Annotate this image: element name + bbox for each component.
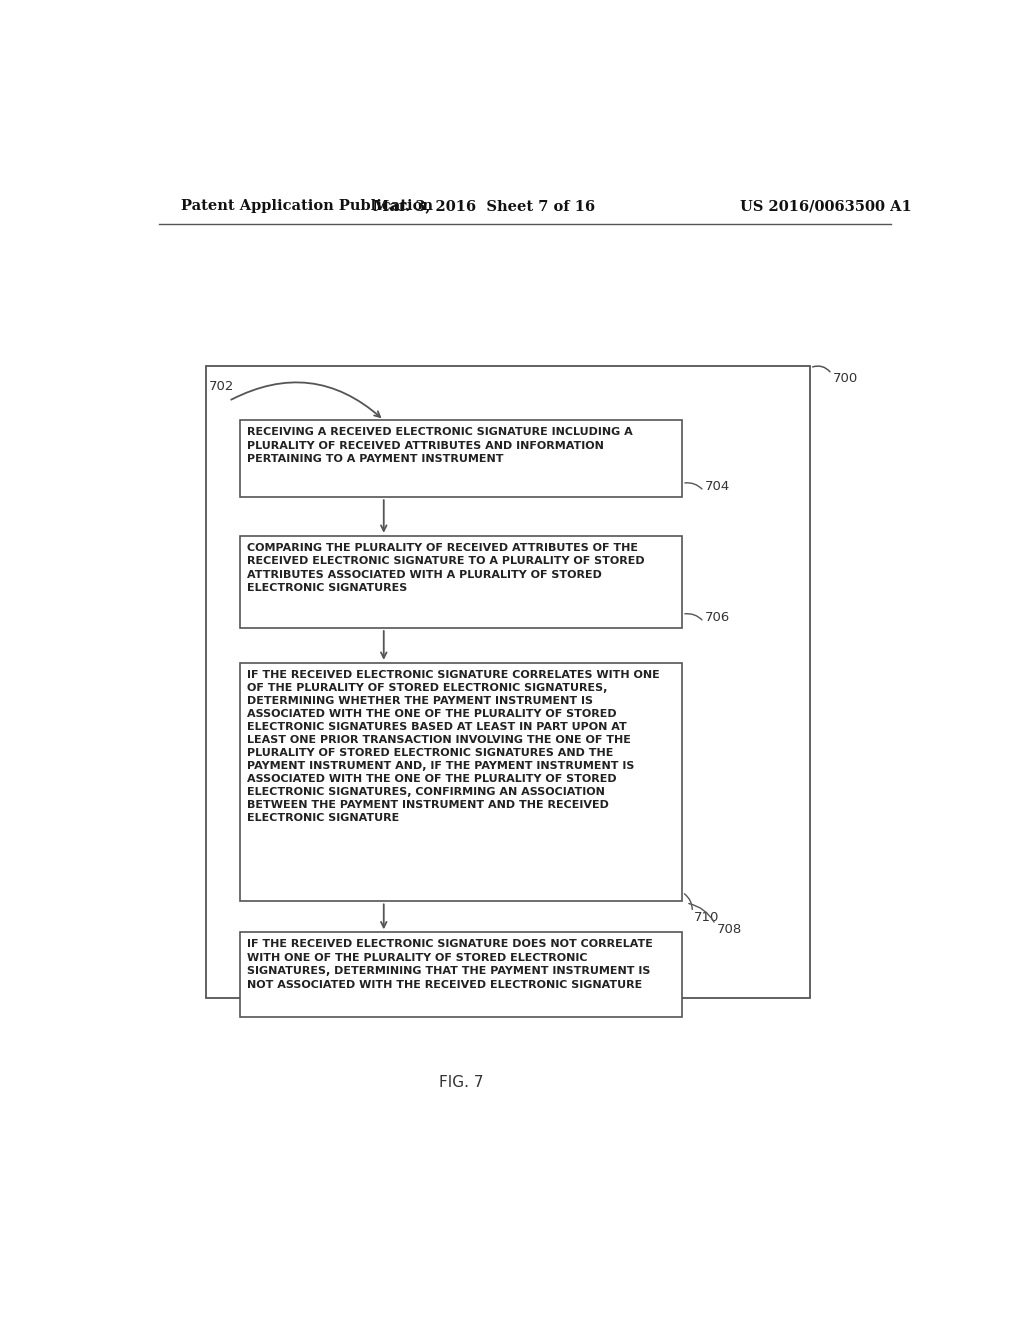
Text: 706: 706 — [706, 611, 731, 624]
Text: 702: 702 — [209, 380, 234, 393]
Text: FIG. 7: FIG. 7 — [439, 1074, 483, 1090]
Text: US 2016/0063500 A1: US 2016/0063500 A1 — [740, 199, 912, 213]
Text: 708: 708 — [717, 923, 742, 936]
Text: RECEIVING A RECEIVED ELECTRONIC SIGNATURE INCLUDING A
PLURALITY OF RECEIVED ATTR: RECEIVING A RECEIVED ELECTRONIC SIGNATUR… — [247, 428, 633, 465]
Bar — [241, 420, 682, 498]
Text: IF THE RECEIVED ELECTRONIC SIGNATURE CORRELATES WITH ONE
OF THE PLURALITY OF STO: IF THE RECEIVED ELECTRONIC SIGNATURE COR… — [247, 669, 659, 824]
Bar — [241, 663, 682, 902]
Text: Patent Application Publication: Patent Application Publication — [180, 199, 433, 213]
Bar — [206, 367, 810, 998]
Bar — [241, 932, 682, 1016]
Text: IF THE RECEIVED ELECTRONIC SIGNATURE DOES NOT CORRELATE
WITH ONE OF THE PLURALIT: IF THE RECEIVED ELECTRONIC SIGNATURE DOE… — [247, 940, 652, 990]
Text: Mar. 3, 2016  Sheet 7 of 16: Mar. 3, 2016 Sheet 7 of 16 — [374, 199, 596, 213]
Bar — [241, 536, 682, 628]
Text: 710: 710 — [693, 911, 719, 924]
Text: 704: 704 — [706, 480, 731, 494]
Text: 700: 700 — [834, 372, 858, 385]
Text: COMPARING THE PLURALITY OF RECEIVED ATTRIBUTES OF THE
RECEIVED ELECTRONIC SIGNAT: COMPARING THE PLURALITY OF RECEIVED ATTR… — [247, 543, 644, 594]
